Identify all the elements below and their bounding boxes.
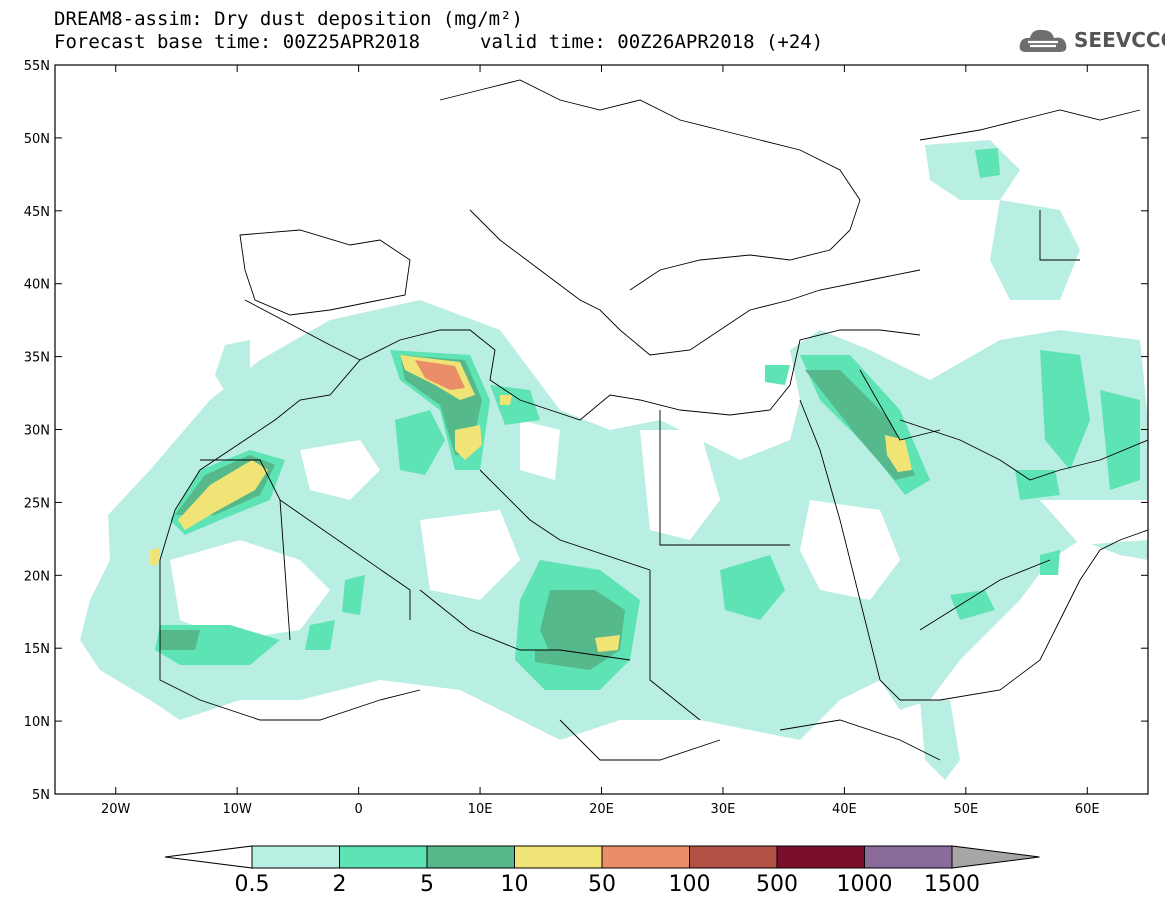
lat-tick-label: 50N <box>24 132 50 147</box>
lon-tick-label: 50E <box>953 802 978 817</box>
latitude-axis: 55N 50N 45N 40N 35N 30N 25N 20N 15N 10N 5N <box>24 59 1148 803</box>
colorbar-swatch <box>339 845 428 869</box>
lon-tick-label: 10W <box>222 802 252 817</box>
lat-tick-label: 55N <box>24 59 50 74</box>
lon-tick-label: 20E <box>589 802 614 817</box>
lat-tick-label: 30N <box>24 424 50 439</box>
colorbar-underflow <box>164 845 253 869</box>
map-title: DREAM8-assim: Dry dust deposition (mg/m²… <box>54 8 523 30</box>
lat-tick-label: 15N <box>24 642 50 657</box>
colorbar-label: 500 <box>756 872 798 897</box>
coastlines-borders <box>159 79 1148 761</box>
colorbar-swatch <box>426 845 515 869</box>
lon-tick-label: 10E <box>468 802 493 817</box>
colorbar-label: 0.5 <box>235 872 270 897</box>
lon-tick-label: 60E <box>1075 802 1100 817</box>
forecast-base-time: Forecast base time: 00Z25APR2018 <box>54 31 421 53</box>
lat-tick-label: 40N <box>24 278 50 293</box>
colorbar-label: 2 <box>333 872 347 897</box>
lon-tick-label: 30E <box>711 802 736 817</box>
lat-tick-label: 25N <box>24 496 50 511</box>
colorbar-label: 50 <box>588 872 616 897</box>
lon-tick-label: 0 <box>354 802 362 817</box>
cloud-icon <box>1019 29 1067 52</box>
longitude-axis: 20W 10W 0 10E 20E 30E 40E 50E 60E <box>101 65 1100 817</box>
colorbar-swatch <box>251 845 340 869</box>
colorbar-label: 10 <box>501 872 529 897</box>
colorbar-swatch <box>601 845 690 869</box>
seevccc-logo: SEEVCCC <box>1018 24 1165 58</box>
colorbar-label: 100 <box>669 872 711 897</box>
colorbar: 0.5 2 5 10 50 100 500 1000 1500 <box>164 845 1040 897</box>
lon-tick-label: 20W <box>101 802 131 817</box>
colorbar-swatch <box>514 845 603 869</box>
lat-tick-label: 20N <box>24 569 50 584</box>
colorbar-swatch <box>776 845 865 869</box>
lat-tick-label: 5N <box>32 788 50 803</box>
logo-text: SEEVCCC <box>1074 28 1165 52</box>
lat-tick-label: 10N <box>24 715 50 730</box>
deposition-level-50 <box>415 360 465 390</box>
lon-tick-label: 40E <box>832 802 857 817</box>
lat-tick-label: 35N <box>24 351 50 366</box>
colorbar-label: 1500 <box>924 872 980 897</box>
deposition-gaps <box>170 420 1148 640</box>
colorbar-swatch <box>864 845 953 869</box>
colorbar-label: 1000 <box>837 872 893 897</box>
lat-tick-label: 45N <box>24 205 50 220</box>
valid-time: valid time: 00Z26APR2018 (+24) <box>480 31 824 53</box>
deposition-fields <box>80 140 1148 780</box>
colorbar-label: 5 <box>420 872 434 897</box>
colorbar-swatch <box>689 845 778 869</box>
colorbar-overflow <box>951 845 1040 869</box>
